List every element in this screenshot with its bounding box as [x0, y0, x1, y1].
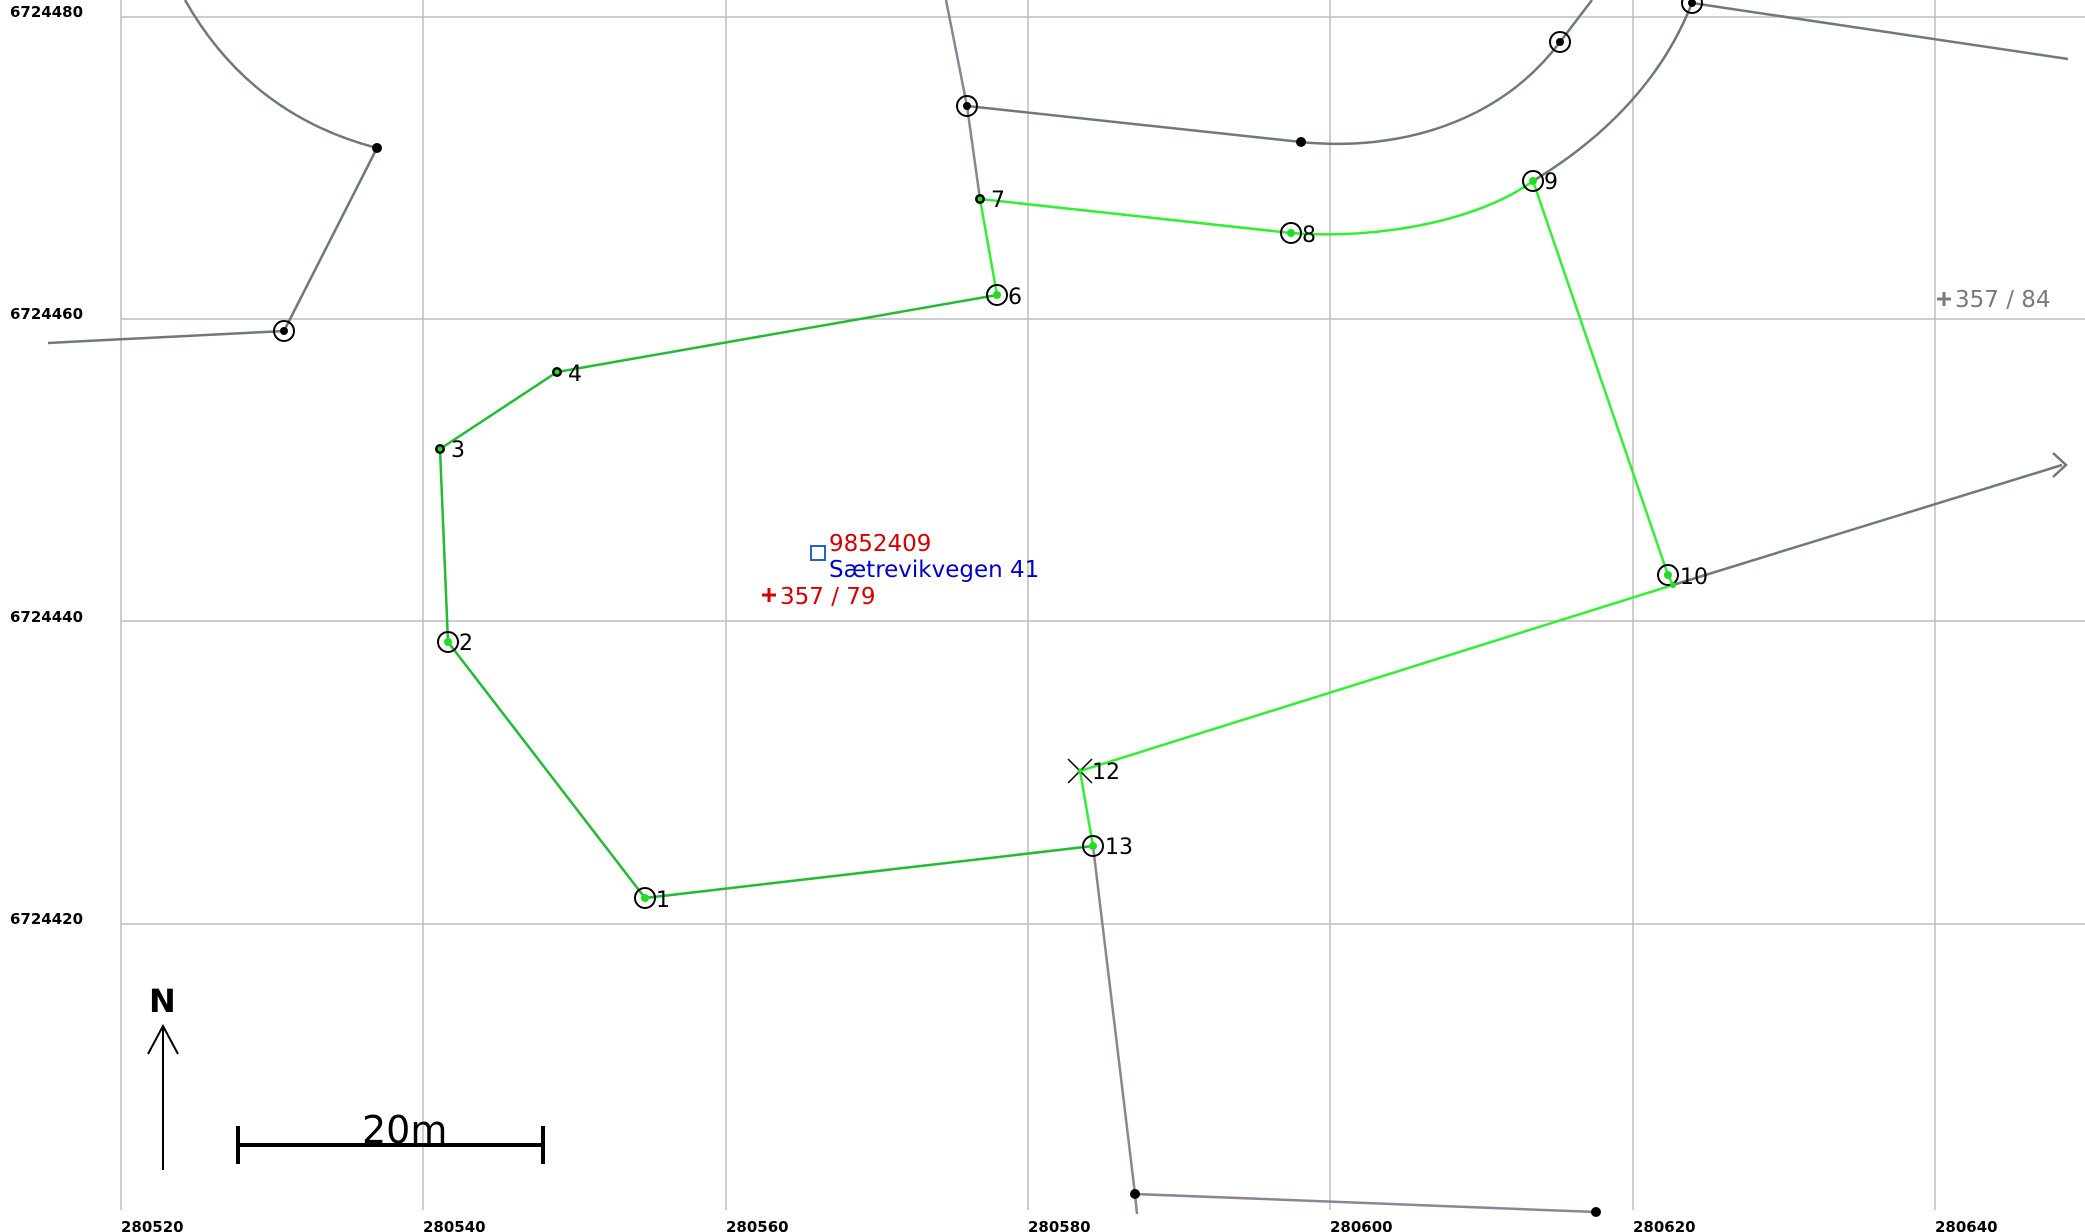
parcel-marker[interactable]: 357 / 79	[762, 584, 876, 610]
vertex-marker	[372, 143, 382, 153]
scale-bar: 20m	[236, 1108, 545, 1164]
neighbor-boundary-left	[47, 147, 379, 345]
road-boundary-bottom-horizontal	[1134, 1192, 1597, 1214]
vertex-marker	[956, 95, 978, 117]
parcel-boundary	[438, 178, 1675, 900]
vertex-marker	[280, 327, 288, 335]
boundary-point-9[interactable]: 9	[1522, 170, 1558, 195]
boundary-point-12[interactable]: 12	[1067, 758, 1120, 785]
grid-lines	[120, 0, 2085, 1210]
neighbor-arrow-right	[2052, 452, 2068, 478]
y-coord-label: 6724460	[10, 305, 83, 323]
building-marker[interactable]: 9852409 Sætrevikvegen 41	[810, 531, 1039, 583]
building-id: 9852409	[829, 531, 931, 557]
boundary-point-2[interactable]: 2	[437, 631, 473, 656]
vertex-marker	[1681, 0, 1703, 14]
vertex-marker	[1670, 582, 1676, 588]
parcel-boundary-left	[438, 293, 1094, 900]
point-label: 9	[1544, 170, 1558, 195]
point-label: 2	[459, 631, 473, 656]
point-label: 8	[1302, 223, 1316, 248]
vertex-marker	[1556, 38, 1564, 46]
scale-bar-line	[236, 1126, 545, 1164]
point-label: 4	[568, 362, 582, 387]
vertex-marker	[1130, 1189, 1140, 1199]
x-coord-label: 280560	[726, 1218, 789, 1232]
grid-labels: 280520 280540 280560 280580 280600 28062…	[10, 3, 1998, 1232]
boundary-point-7[interactable]: 7	[975, 188, 1005, 213]
vertex-marker	[1688, 0, 1696, 7]
boundary-point-markers: 1 2 3 4 6 7 8	[435, 170, 1708, 913]
point-label: 12	[1092, 760, 1120, 785]
x-coord-label: 280580	[1028, 1218, 1091, 1232]
x-coord-label: 280600	[1330, 1218, 1393, 1232]
neighbor-parcel-marker[interactable]: 357 / 84	[1937, 287, 2051, 313]
x-coord-label: 280620	[1633, 1218, 1696, 1232]
north-arrow: N	[147, 982, 179, 1170]
road-boundaries	[944, 0, 1597, 1215]
neighbor-boundary-top-right	[1691, 1, 2069, 61]
neighbor-boundary-curve-left	[183, 0, 378, 150]
vertex-marker	[1591, 1207, 1601, 1217]
point-label: 13	[1105, 835, 1133, 860]
boundary-point-10[interactable]: 10	[1657, 564, 1708, 590]
scale-label: 20m	[362, 1108, 447, 1152]
boundary-point-1[interactable]: 1	[634, 887, 670, 913]
north-label: N	[149, 982, 176, 1020]
building-square-icon	[810, 545, 826, 561]
boundary-point-3[interactable]: 3	[435, 438, 465, 463]
vertex-marker	[1296, 137, 1306, 147]
x-coord-label: 280640	[1935, 1218, 1998, 1232]
x-coord-label: 280540	[423, 1218, 486, 1232]
parcel-plus-icon	[762, 588, 776, 602]
boundary-point-6[interactable]: 6	[986, 284, 1022, 310]
boundary-point-13[interactable]: 13	[1082, 835, 1133, 860]
y-coord-label: 6724480	[10, 3, 83, 21]
vertex-marker	[273, 320, 295, 342]
neighbor-boundary-top-right-curve	[1532, 2, 1694, 183]
neighbor-boundaries	[47, 0, 2069, 587]
neighbor-boundary-right	[1672, 463, 2063, 587]
neighbor-boundary-top	[966, 0, 1593, 146]
point-label: 6	[1008, 285, 1022, 310]
point-label: 1	[656, 888, 670, 913]
neighbor-vertices	[273, 0, 1703, 1217]
vertex-marker	[1549, 31, 1571, 53]
neighbor-parcel-label: 357 / 84	[1955, 287, 2051, 313]
vertex-marker	[963, 102, 971, 110]
y-coord-label: 6724420	[10, 910, 83, 928]
boundary-point-8[interactable]: 8	[1280, 222, 1316, 248]
neighbor-parcel-plus-icon	[1937, 292, 1951, 306]
y-coord-label: 6724440	[10, 608, 83, 626]
parcel-boundary-top	[978, 178, 1675, 847]
boundary-point-4[interactable]: 4	[552, 362, 582, 387]
x-coord-label: 280520	[121, 1218, 184, 1232]
point-label: 7	[991, 188, 1005, 213]
road-boundary-bottom	[1091, 845, 1139, 1215]
north-arrow-icon	[147, 1023, 179, 1170]
address-label: Sætrevikvegen 41	[829, 557, 1039, 583]
point-label: 3	[451, 438, 465, 463]
point-label: 10	[1680, 565, 1708, 590]
parcel-label: 357 / 79	[780, 584, 876, 610]
